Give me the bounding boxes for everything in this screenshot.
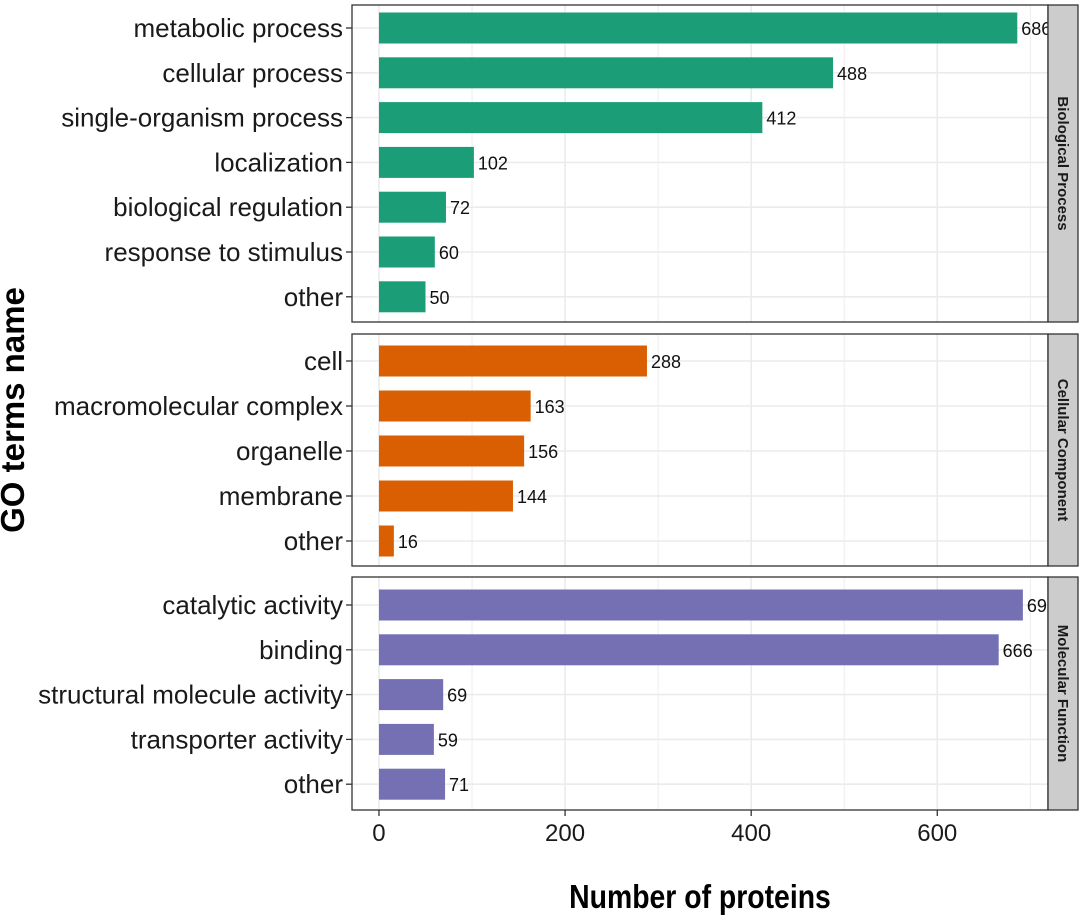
- bar-transporter-activity: [378, 723, 434, 755]
- facet-strip: [1047, 576, 1079, 811]
- bar-series-molecular-function: 692 666 69 59 71: [378, 589, 1057, 800]
- x-tick-label: 400: [731, 820, 771, 847]
- facet-panel-cellular-component: 288 163 156 144 16 Cellular Component cell macr…: [54, 333, 1079, 567]
- y-tick-label: biological regulation: [113, 192, 343, 222]
- bar-value-label: 72: [450, 198, 470, 218]
- bar-value-label: 156: [528, 442, 558, 462]
- y-tick-label: catalytic activity: [162, 590, 343, 620]
- bar-localization: [378, 146, 474, 178]
- facet-strip-label: Cellular Component: [1054, 379, 1071, 522]
- y-tick-label: other: [284, 769, 344, 799]
- bar-cell: [378, 345, 647, 377]
- bar-value-label: 50: [430, 288, 450, 308]
- y-tick-label: cellular process: [162, 58, 343, 88]
- y-tick-label: single-organism process: [61, 103, 343, 133]
- y-tick-label: organelle: [236, 436, 343, 466]
- bar-value-label: 102: [478, 153, 508, 173]
- y-tick-label: cell: [304, 346, 343, 376]
- facet-strip: [1047, 4, 1079, 323]
- bar-other: [378, 281, 426, 313]
- bar-value-label: 163: [535, 397, 565, 417]
- bar-binding: [378, 634, 999, 666]
- bar-organelle: [378, 435, 525, 467]
- x-tick-label: 200: [545, 820, 585, 847]
- y-tick-label: membrane: [219, 481, 343, 511]
- bar-value-label: 692: [1027, 596, 1057, 616]
- y-tick-label: response to stimulus: [105, 237, 343, 267]
- y-tick-label: metabolic process: [133, 13, 343, 43]
- y-tick-label: macromolecular complex: [54, 391, 343, 421]
- bar-series-biological-process: 686 488 412 102 72 60 50: [378, 12, 1051, 313]
- bar-value-label: 69: [447, 686, 467, 706]
- bar-value-label: 686: [1021, 19, 1051, 39]
- bar-catalytic-activity: [378, 589, 1023, 621]
- x-tick-label: 600: [917, 820, 957, 847]
- y-tick-label: other: [284, 282, 344, 312]
- bar-response-to-stimulus: [378, 236, 435, 268]
- bar-biological-regulation: [378, 191, 446, 223]
- bar-value-label: 60: [439, 243, 459, 263]
- facet-strip-label: Biological Process: [1054, 96, 1071, 230]
- facet-panel-molecular-function: 692 666 69 59 71 Molecular Function catalytic …: [38, 576, 1079, 811]
- bar-value-label: 59: [438, 730, 458, 750]
- bar-value-label: 288: [651, 352, 681, 372]
- y-tick-label: other: [284, 526, 344, 556]
- bar-value-label: 16: [398, 532, 418, 552]
- facet-strip-label: Molecular Function: [1054, 625, 1071, 763]
- y-tick-label: binding: [259, 635, 343, 665]
- bar-series-cellular-component: 288 163 156 144 16: [378, 345, 681, 557]
- bar-value-label: 412: [766, 109, 796, 129]
- bar-single-organism-process: [378, 102, 763, 134]
- bar-macromolecular-complex: [378, 390, 531, 422]
- x-axis-title: Number of proteins: [569, 878, 831, 916]
- bar-value-label: 71: [449, 775, 469, 795]
- bar-value-label: 488: [837, 64, 867, 84]
- y-tick-label: structural molecule activity: [38, 680, 343, 710]
- y-tick-label: localization: [214, 147, 343, 177]
- y-tick-label: transporter activity: [131, 724, 343, 754]
- bar-structural-molecule-activity: [378, 679, 444, 711]
- bar-cellular-process: [378, 57, 834, 89]
- bar-value-label: 666: [1003, 641, 1033, 661]
- bar-metabolic-process: [378, 12, 1018, 44]
- facet-panel-biological-process: 686 488 412 102 72 60 50 Biological Process meta…: [61, 4, 1079, 323]
- y-axis-title: GO terms name: [0, 287, 31, 533]
- bar-other: [378, 525, 394, 557]
- facet-strip: [1047, 333, 1079, 567]
- bar-membrane: [378, 480, 513, 512]
- bar-value-label: 144: [517, 487, 547, 507]
- bar-other: [378, 768, 446, 800]
- x-tick-label: 0: [372, 820, 385, 847]
